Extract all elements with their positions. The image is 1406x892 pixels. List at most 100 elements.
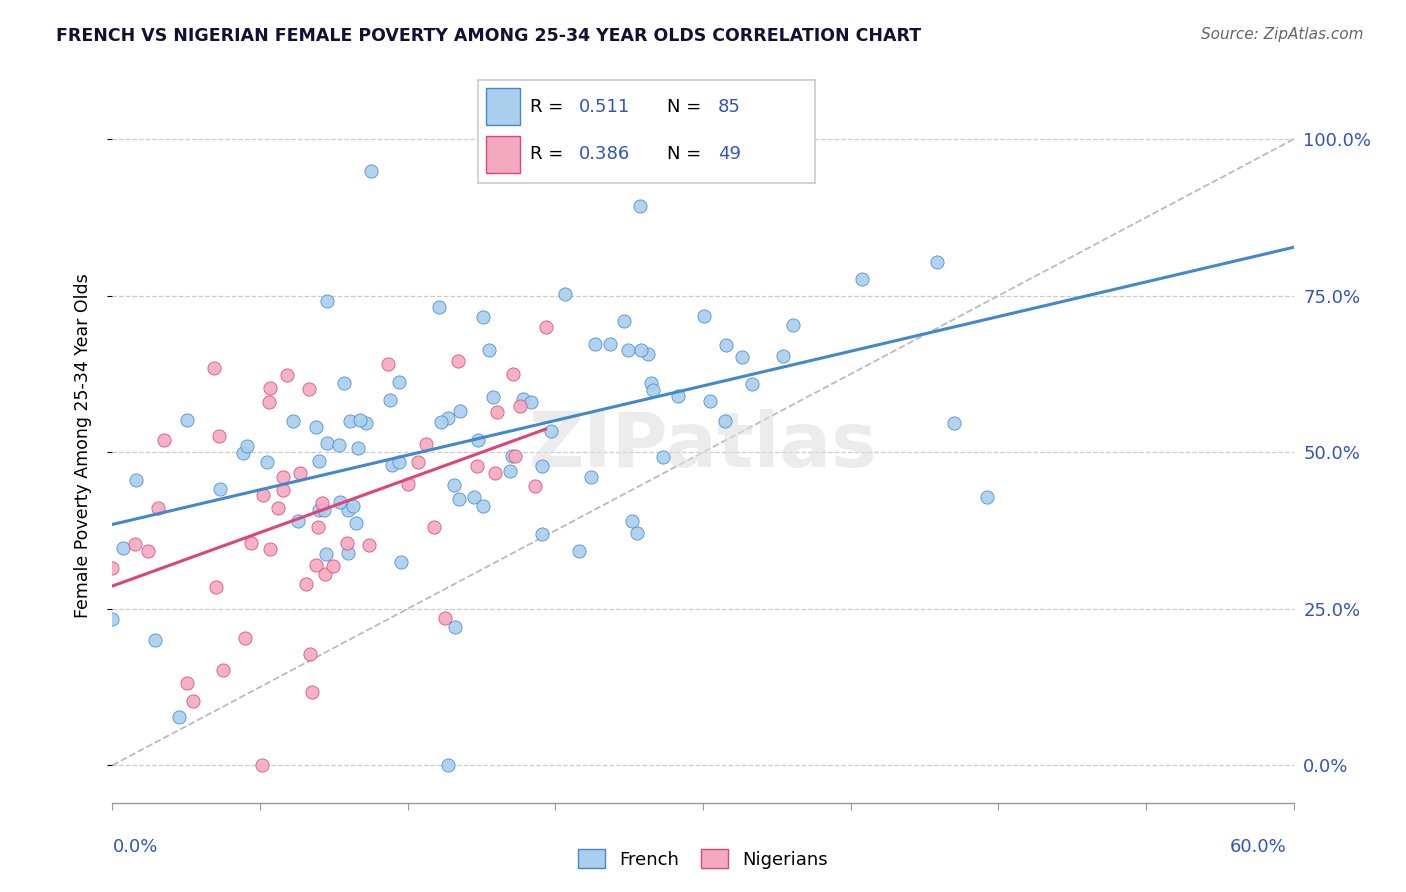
Text: N =: N =: [666, 98, 707, 116]
Point: [336, 535, 359, 549]
Point: [322, 559, 344, 574]
Point: [101, 561, 124, 575]
Point: [637, 347, 659, 361]
Point: [259, 381, 281, 395]
Point: [976, 490, 998, 504]
Point: [298, 382, 321, 396]
Point: [713, 414, 735, 428]
Point: [336, 546, 359, 560]
Point: [333, 376, 356, 390]
Point: [294, 577, 316, 591]
Point: [329, 495, 352, 509]
Point: [205, 580, 228, 594]
Point: [531, 526, 554, 541]
Point: [485, 405, 508, 419]
Point: [281, 414, 304, 428]
Point: [301, 685, 323, 699]
Point: [276, 368, 298, 382]
Point: [554, 286, 576, 301]
Point: [316, 293, 339, 308]
Point: [666, 389, 689, 403]
Point: [236, 439, 259, 453]
Point: [437, 758, 460, 772]
Text: 60.0%: 60.0%: [1230, 838, 1286, 856]
Point: [271, 470, 294, 484]
Point: [328, 437, 350, 451]
Text: R =: R =: [530, 98, 569, 116]
Point: [202, 360, 225, 375]
Point: [240, 535, 263, 549]
Point: [626, 526, 648, 541]
Point: [396, 477, 419, 491]
Point: [463, 490, 485, 504]
Point: [630, 343, 652, 357]
Point: [447, 491, 470, 506]
Point: [471, 500, 494, 514]
Text: ZIPatlas: ZIPatlas: [529, 409, 877, 483]
Point: [288, 466, 311, 480]
Point: [509, 399, 531, 413]
Point: [101, 612, 124, 626]
Point: [354, 417, 377, 431]
Point: [714, 337, 737, 351]
Point: [124, 537, 146, 551]
Point: [252, 488, 274, 502]
Point: [257, 394, 280, 409]
Point: [314, 567, 336, 582]
Point: [415, 437, 437, 451]
Point: [925, 255, 948, 269]
Point: [620, 514, 643, 528]
Point: [388, 455, 411, 469]
Point: [307, 519, 329, 533]
Point: [444, 620, 467, 634]
Text: 0.0%: 0.0%: [112, 838, 157, 856]
Point: [146, 501, 169, 516]
Point: [378, 392, 401, 407]
Point: [176, 413, 198, 427]
Point: [181, 694, 204, 708]
Point: [436, 410, 458, 425]
Point: [501, 449, 523, 463]
Point: [311, 496, 333, 510]
Point: [308, 454, 330, 468]
Point: [443, 477, 465, 491]
Point: [125, 474, 148, 488]
Legend: French, Nigerians: French, Nigerians: [571, 842, 835, 876]
Point: [377, 357, 399, 371]
Point: [406, 455, 429, 469]
Point: [430, 415, 453, 429]
Point: [339, 414, 361, 428]
Point: [531, 459, 554, 474]
Point: [208, 428, 231, 442]
Point: [235, 631, 257, 645]
Bar: [486, 136, 520, 173]
Point: [502, 368, 524, 382]
Point: [360, 163, 382, 178]
Point: [772, 350, 794, 364]
Point: [731, 350, 754, 364]
Point: [305, 420, 328, 434]
Point: [851, 272, 873, 286]
Point: [568, 544, 591, 558]
Point: [232, 446, 254, 460]
Point: [484, 467, 506, 481]
Point: [692, 309, 714, 323]
Point: [741, 377, 763, 392]
Point: [579, 470, 602, 484]
Point: [640, 376, 662, 390]
Y-axis label: Female Poverty Among 25-34 Year Olds: Female Poverty Among 25-34 Year Olds: [73, 274, 91, 618]
Point: [617, 343, 640, 358]
Point: [599, 337, 621, 351]
Point: [212, 663, 235, 677]
Point: [447, 354, 470, 368]
Point: [267, 501, 290, 516]
Text: N =: N =: [666, 145, 707, 163]
Point: [427, 300, 450, 314]
Point: [782, 318, 804, 332]
Point: [342, 499, 364, 513]
Point: [347, 441, 370, 455]
Point: [169, 710, 191, 724]
Point: [209, 482, 232, 496]
Point: [583, 337, 606, 351]
Text: 49: 49: [717, 145, 741, 163]
